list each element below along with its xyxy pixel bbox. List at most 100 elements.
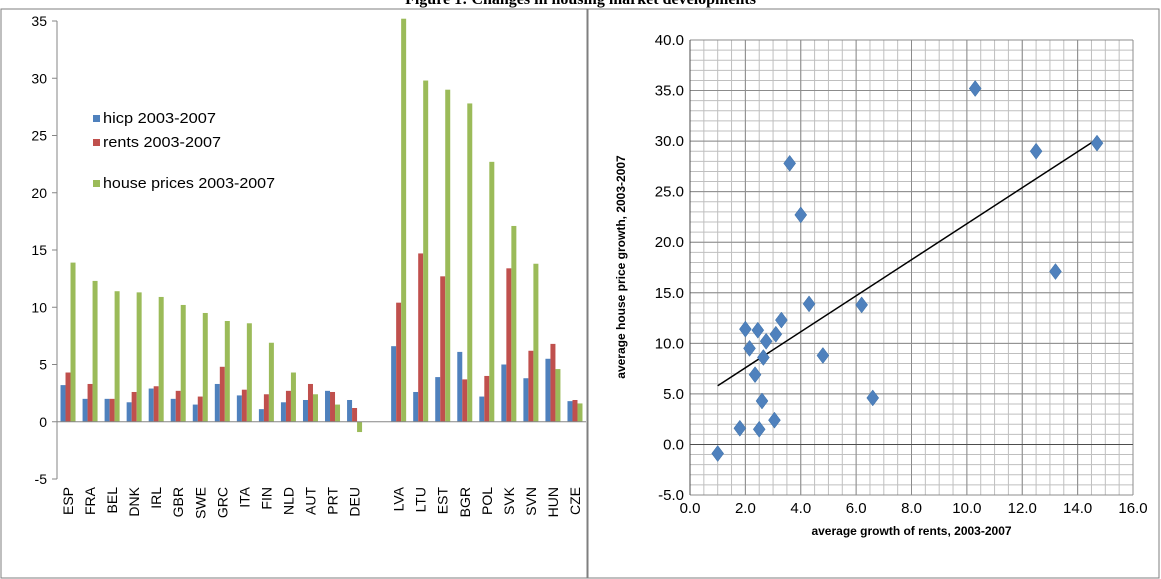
legend-swatch (93, 139, 100, 146)
bar-hicp (104, 398, 110, 422)
scatter-panel-border (587, 8, 1160, 579)
bar-y-tick-label: 35 (31, 13, 47, 29)
bar-hicp (413, 391, 419, 422)
bar-rents (506, 268, 512, 422)
scatter-x-tick-label: 8.0 (901, 500, 922, 517)
bar-category-label: IRL (148, 487, 164, 509)
bar-panel-border (0, 8, 588, 579)
bar-rents (153, 386, 159, 422)
bar-y-tick-label: -5 (35, 471, 48, 487)
bar-house-prices (290, 372, 296, 422)
bar-category-label: LTU (413, 487, 429, 512)
bar-category-label: ITA (236, 486, 252, 507)
bar-hicp (391, 346, 397, 422)
bar-house-prices (445, 89, 451, 422)
bar-hicp (148, 388, 154, 422)
bar-house-prices (555, 369, 561, 422)
bar-rents (285, 390, 291, 422)
bar-house-prices (467, 103, 473, 422)
bar-rents (396, 302, 402, 422)
bar-category-label: DNK (126, 486, 142, 516)
bar-house-prices (577, 403, 583, 422)
bar-category-label: SVK (501, 486, 517, 515)
bar-hicp (302, 399, 308, 422)
bar-house-prices (202, 312, 208, 422)
scatter-point (757, 349, 770, 366)
bar-house-prices (70, 262, 76, 422)
bar-hicp (82, 398, 88, 422)
bar-rents (572, 399, 578, 422)
scatter-x-axis-title: average growth of rents, 2003-2007 (811, 524, 1011, 538)
scatter-x-tick-label: 2.0 (735, 500, 756, 517)
bar-category-label: GRC (214, 487, 230, 518)
legend-swatch (93, 115, 100, 122)
scatter-point (802, 295, 816, 313)
bar-house-prices (180, 304, 186, 422)
scatter-point (1029, 142, 1043, 160)
bar-hicp (347, 399, 353, 422)
bar-house-prices (401, 18, 407, 422)
bar-rents (65, 372, 71, 422)
bar-hicp (258, 409, 264, 422)
scatter-y-axis-title: average house price growth, 2003-2007 (614, 155, 628, 379)
scatter-point (783, 154, 796, 172)
scatter-point (775, 311, 788, 329)
bar-category-label: EST (435, 487, 451, 515)
bar-house-prices (268, 342, 274, 422)
bar-category-label: LVA (391, 486, 407, 511)
bar-rents (131, 391, 137, 422)
bar-hicp (523, 378, 529, 422)
bar-hicp (214, 383, 220, 422)
bar-rents (352, 408, 358, 422)
bar-y-tick-label: 20 (31, 185, 47, 201)
bar-rents (418, 253, 424, 422)
bar-category-label: SWE (192, 487, 208, 519)
bar-hicp (170, 398, 176, 422)
scatter-point (711, 445, 725, 462)
bar-rents (307, 383, 313, 422)
bar-category-label: FRA (82, 486, 98, 515)
scatter-y-tick-label: 40.0 (655, 32, 684, 49)
scatter-x-tick-label: 0.0 (680, 500, 701, 517)
bar-hicp (192, 404, 198, 422)
scatter-x-tick-label: 14.0 (1063, 500, 1092, 517)
bar-category-label: ESP (60, 487, 76, 515)
bar-house-prices (335, 404, 341, 422)
scatter-point (968, 80, 982, 97)
bar-category-label: BGR (457, 487, 473, 517)
bar-y-tick-label: 5 (39, 357, 47, 373)
bar-rents (484, 375, 490, 422)
bar-category-label: DEU (347, 487, 363, 517)
scatter-point (743, 339, 756, 357)
bar-rents (440, 276, 446, 422)
bar-hicp (325, 390, 331, 422)
figure-title-strip: Figure 1: Changes in housing market deve… (0, 0, 1161, 9)
bar-category-label: SVN (523, 487, 539, 516)
bar-y-tick-label: 0 (39, 414, 47, 430)
scatter-y-tick-label: 0.0 (663, 436, 684, 453)
bar-y-tick-label: 15 (31, 242, 47, 258)
bar-y-tick-label: 30 (31, 70, 47, 86)
bar-rents (219, 366, 225, 422)
bar-rents (550, 343, 556, 422)
bar-category-label: HUN (545, 487, 561, 517)
bar-rents (175, 390, 181, 422)
scatter-x-tick-label: 6.0 (846, 500, 867, 517)
scatter-y-tick-label: 25.0 (655, 184, 684, 201)
scatter-trendline (717, 138, 1098, 387)
bar-rents (241, 389, 247, 422)
bar-house-prices (114, 291, 120, 422)
bar-house-prices (158, 296, 164, 422)
bar-category-label: AUT (302, 487, 318, 515)
bar-chart: -5 0 5 10 15 20 25 30 35 ESP FRA BEL DNK IRL GBR SWE GRC… (31, 13, 586, 519)
scatter-point (768, 411, 781, 429)
scatter-point (748, 366, 762, 384)
scatter-y-tick-label: 15.0 (655, 285, 684, 302)
bar-category-label: NLD (280, 487, 296, 515)
bar-house-prices (533, 263, 539, 422)
bar-rents (263, 394, 269, 422)
scatter-point (769, 325, 783, 343)
scatter-y-tick-label: 5.0 (663, 386, 684, 403)
bar-hicp (501, 364, 507, 422)
